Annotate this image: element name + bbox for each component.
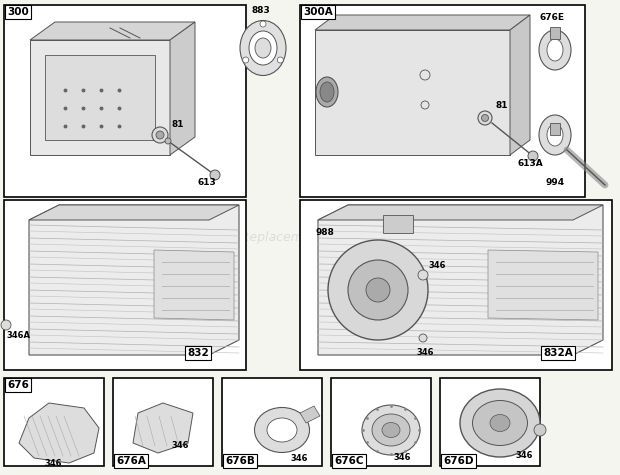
- Bar: [4, 378, 104, 466]
- Text: 613A: 613A: [517, 159, 542, 168]
- Bar: [300, 200, 612, 370]
- Polygon shape: [488, 250, 598, 320]
- Polygon shape: [29, 205, 239, 220]
- Ellipse shape: [362, 405, 420, 455]
- Ellipse shape: [460, 389, 540, 457]
- Polygon shape: [29, 205, 239, 355]
- Text: 676D: 676D: [443, 456, 474, 466]
- Circle shape: [534, 424, 546, 436]
- Polygon shape: [133, 403, 193, 453]
- Bar: [113, 378, 213, 466]
- Bar: [222, 378, 322, 466]
- Text: 613: 613: [198, 178, 217, 187]
- Circle shape: [528, 151, 538, 161]
- Text: 346: 346: [44, 459, 61, 468]
- Text: 300: 300: [7, 7, 29, 17]
- Text: 300A: 300A: [303, 7, 333, 17]
- Polygon shape: [30, 40, 170, 155]
- Polygon shape: [510, 15, 530, 155]
- Text: 994: 994: [545, 178, 564, 187]
- Ellipse shape: [240, 20, 286, 76]
- Circle shape: [419, 334, 427, 342]
- Ellipse shape: [320, 82, 334, 102]
- Ellipse shape: [547, 39, 563, 61]
- Circle shape: [242, 57, 249, 63]
- Text: eReplacementParts.com: eReplacementParts.com: [234, 231, 386, 244]
- Bar: [550, 27, 560, 39]
- Ellipse shape: [547, 124, 563, 146]
- Text: 346: 346: [393, 453, 410, 462]
- Ellipse shape: [490, 415, 510, 431]
- Text: 81: 81: [172, 120, 185, 129]
- Text: 676: 676: [7, 380, 29, 390]
- Bar: [383, 215, 413, 233]
- Ellipse shape: [316, 77, 338, 107]
- Bar: [4, 200, 246, 370]
- Text: 676E: 676E: [540, 13, 565, 22]
- Bar: [440, 378, 540, 466]
- Bar: [4, 5, 246, 197]
- Circle shape: [348, 260, 408, 320]
- Ellipse shape: [472, 400, 528, 446]
- Circle shape: [152, 127, 168, 143]
- Text: 346: 346: [171, 441, 188, 450]
- Polygon shape: [318, 205, 603, 355]
- Ellipse shape: [539, 115, 571, 155]
- Circle shape: [418, 270, 428, 280]
- Text: 832: 832: [187, 348, 209, 358]
- Text: 676C: 676C: [334, 456, 363, 466]
- Ellipse shape: [539, 30, 571, 70]
- Polygon shape: [154, 250, 234, 320]
- Circle shape: [210, 170, 220, 180]
- Circle shape: [366, 278, 390, 302]
- Polygon shape: [318, 205, 603, 220]
- Bar: [550, 123, 560, 135]
- Text: 832A: 832A: [543, 348, 573, 358]
- Bar: [300, 5, 585, 197]
- Text: 676B: 676B: [225, 456, 255, 466]
- Circle shape: [328, 240, 428, 340]
- Polygon shape: [30, 22, 195, 40]
- Circle shape: [478, 111, 492, 125]
- Bar: [331, 378, 431, 466]
- Circle shape: [1, 320, 11, 330]
- Ellipse shape: [372, 414, 410, 446]
- Text: 346A: 346A: [6, 331, 30, 340]
- Text: 883: 883: [251, 6, 270, 15]
- Circle shape: [156, 131, 164, 139]
- Ellipse shape: [254, 408, 309, 453]
- Ellipse shape: [267, 418, 297, 442]
- Text: 346: 346: [428, 261, 446, 270]
- Text: 346: 346: [515, 451, 533, 460]
- Ellipse shape: [249, 31, 277, 65]
- Polygon shape: [300, 406, 320, 423]
- Circle shape: [165, 138, 171, 144]
- Text: 988: 988: [316, 228, 335, 237]
- Text: 346: 346: [416, 348, 433, 357]
- Ellipse shape: [382, 422, 400, 437]
- Circle shape: [260, 21, 266, 27]
- Circle shape: [482, 114, 489, 122]
- Polygon shape: [170, 22, 195, 155]
- Polygon shape: [19, 403, 99, 463]
- Text: 346: 346: [290, 454, 308, 463]
- Bar: [45, 55, 155, 140]
- Text: 676A: 676A: [116, 456, 146, 466]
- Ellipse shape: [255, 38, 271, 58]
- Circle shape: [277, 57, 283, 63]
- Bar: [315, 30, 510, 155]
- Text: 81: 81: [495, 101, 508, 110]
- Polygon shape: [315, 15, 530, 30]
